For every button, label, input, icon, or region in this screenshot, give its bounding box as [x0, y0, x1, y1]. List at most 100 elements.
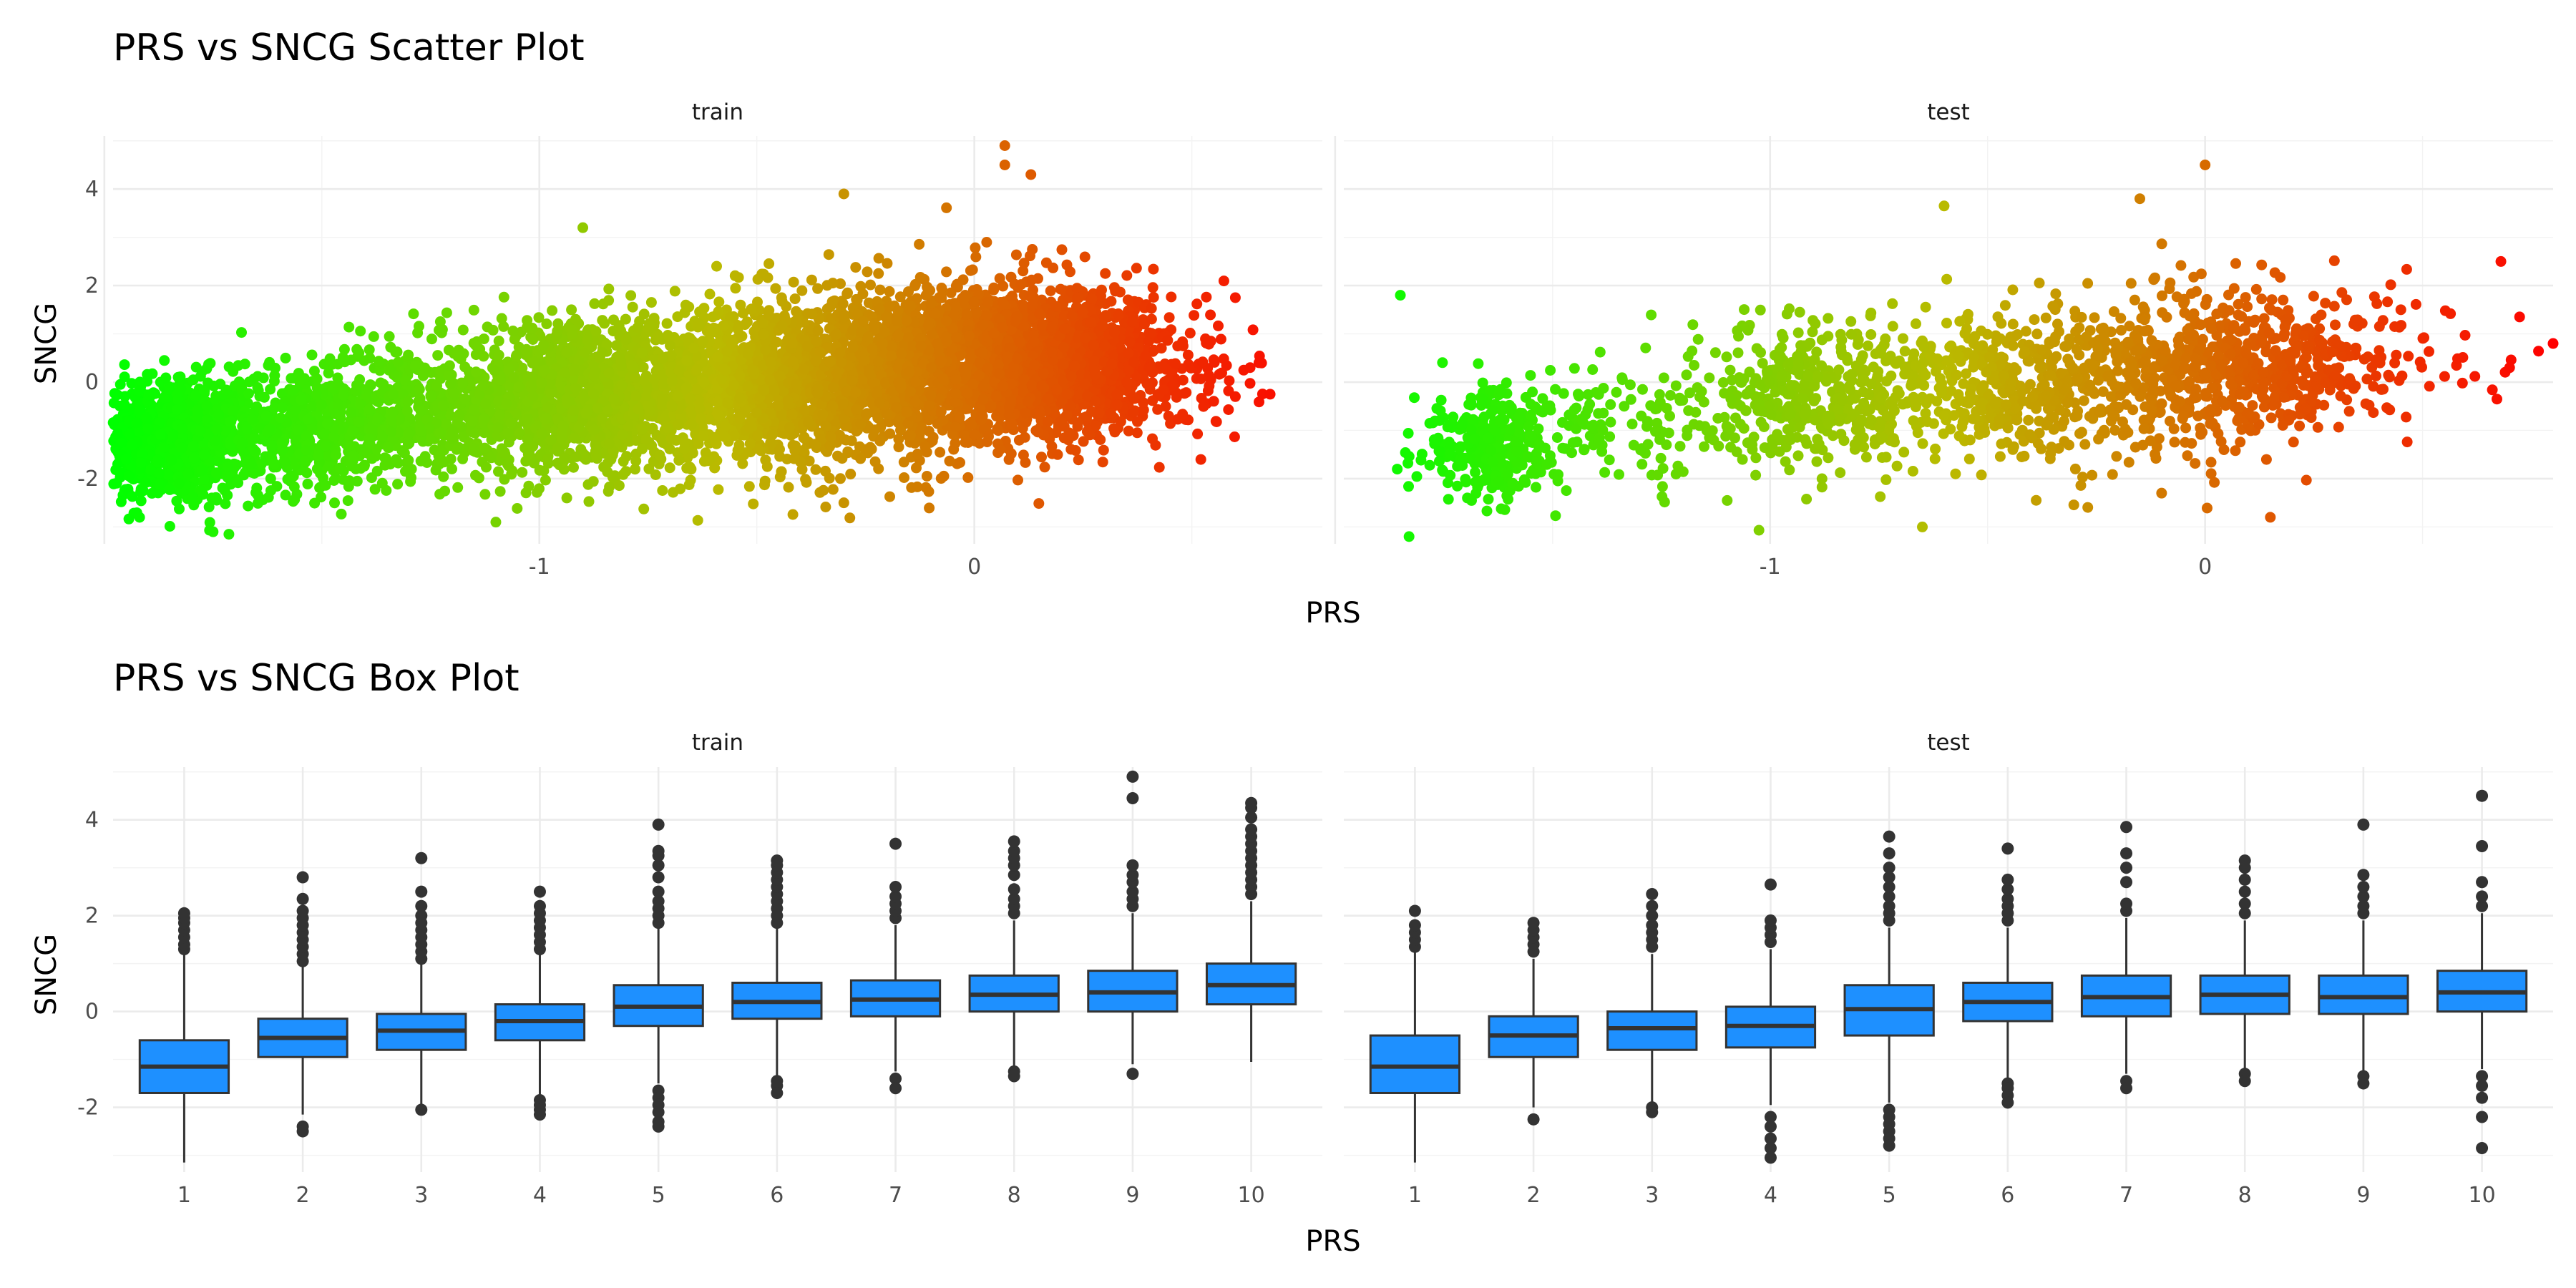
scatter-point: [744, 438, 756, 449]
scatter-point: [364, 433, 375, 444]
scatter-point: [188, 452, 200, 464]
scatter-point: [720, 421, 731, 432]
x-tick-label: -1: [529, 555, 550, 580]
scatter-point: [187, 491, 198, 502]
scatter-point: [752, 430, 763, 441]
scatter-point: [719, 431, 731, 443]
scatter-point: [187, 374, 199, 386]
scatter-point: [620, 313, 631, 325]
scatter-point: [636, 347, 648, 358]
scatter-point: [402, 439, 414, 450]
scatter-point: [264, 356, 275, 368]
scatter-point: [729, 430, 740, 441]
scatter-point: [776, 466, 787, 477]
scatter-point: [324, 353, 336, 364]
scatter-point: [279, 457, 291, 468]
scatter-point: [400, 466, 411, 477]
box-y-axis-title: SNCG: [30, 934, 63, 1015]
scatter-point: [730, 283, 741, 294]
scatter-point: [154, 467, 165, 479]
scatter-point: [764, 374, 776, 386]
scatter-point: [152, 454, 163, 466]
scatter-points: [107, 140, 1276, 540]
scatter-point: [346, 461, 358, 472]
scatter-point: [275, 412, 286, 424]
box-facet-label-train: train: [692, 730, 743, 756]
scatter-point: [664, 444, 675, 454]
scatter-point: [366, 453, 378, 464]
scatter-point: [236, 327, 247, 338]
scatter-point: [836, 453, 848, 464]
scatter-point: [773, 400, 784, 411]
scatter-point: [706, 327, 717, 338]
scatter-point: [743, 422, 755, 433]
scatter-point: [298, 374, 309, 385]
scatter-point: [559, 452, 570, 464]
scatter-point: [685, 474, 696, 486]
scatter-point: [271, 481, 283, 492]
scatter-point: [776, 292, 787, 303]
scatter-point: [243, 500, 254, 512]
scatter-point: [438, 471, 449, 482]
scatter-point: [287, 385, 298, 396]
scatter-point: [439, 485, 451, 497]
scatter-point: [865, 279, 876, 291]
scatter-point: [784, 421, 795, 433]
scatter-point: [759, 475, 771, 487]
scatter-point: [874, 284, 886, 296]
scatter-point: [302, 478, 313, 489]
scatter-point: [112, 389, 123, 401]
scatter-point: [409, 360, 421, 371]
scatter-point: [502, 459, 513, 470]
scatter-point: [135, 495, 147, 507]
scatter-point: [459, 443, 470, 454]
scatter-point: [392, 479, 404, 490]
scatter-point: [568, 405, 580, 416]
y-tick-label: 2: [85, 273, 99, 298]
scatter-point: [468, 304, 479, 316]
scatter-point: [673, 454, 685, 466]
scatter-point: [107, 417, 119, 429]
scatter-point: [222, 461, 233, 472]
scatter-point: [787, 509, 799, 520]
scatter-point: [420, 364, 431, 375]
scatter-facet-label-train: train: [692, 99, 743, 125]
scatter-point: [115, 496, 127, 507]
scatter-point: [300, 455, 311, 467]
scatter-point: [221, 470, 233, 482]
scatter-point: [492, 422, 504, 434]
scatter-point: [248, 468, 260, 479]
scatter-point: [211, 424, 223, 435]
scatter-point: [345, 440, 356, 452]
scatter-point: [419, 451, 431, 462]
scatter-point: [698, 430, 709, 441]
scatter-point: [801, 341, 813, 352]
scatter-point: [323, 367, 334, 379]
scatter-point: [820, 502, 831, 512]
scatter-point: [133, 385, 145, 396]
scatter-point: [602, 486, 614, 497]
scatter-point: [119, 399, 130, 410]
scatter-point: [545, 388, 557, 399]
scatter-point: [557, 421, 569, 432]
scatter-point: [345, 407, 356, 419]
scatter-point: [817, 409, 829, 420]
scatter-point: [763, 258, 775, 269]
scatter-point: [319, 428, 331, 439]
scatter-point: [416, 426, 427, 437]
scatter-point: [592, 402, 603, 414]
scatter-point: [570, 313, 581, 325]
scatter-point: [758, 384, 770, 396]
scatter-point: [451, 444, 462, 455]
scatter-point: [608, 314, 619, 326]
scatter-point: [539, 364, 550, 376]
scatter-point: [742, 348, 753, 360]
scatter-point: [219, 485, 230, 496]
scatter-point: [431, 380, 442, 391]
scatter-point: [135, 457, 147, 469]
scatter-point: [343, 475, 355, 487]
scatter-point: [343, 321, 355, 333]
scatter-point: [143, 389, 155, 401]
scatter-point: [162, 391, 173, 403]
